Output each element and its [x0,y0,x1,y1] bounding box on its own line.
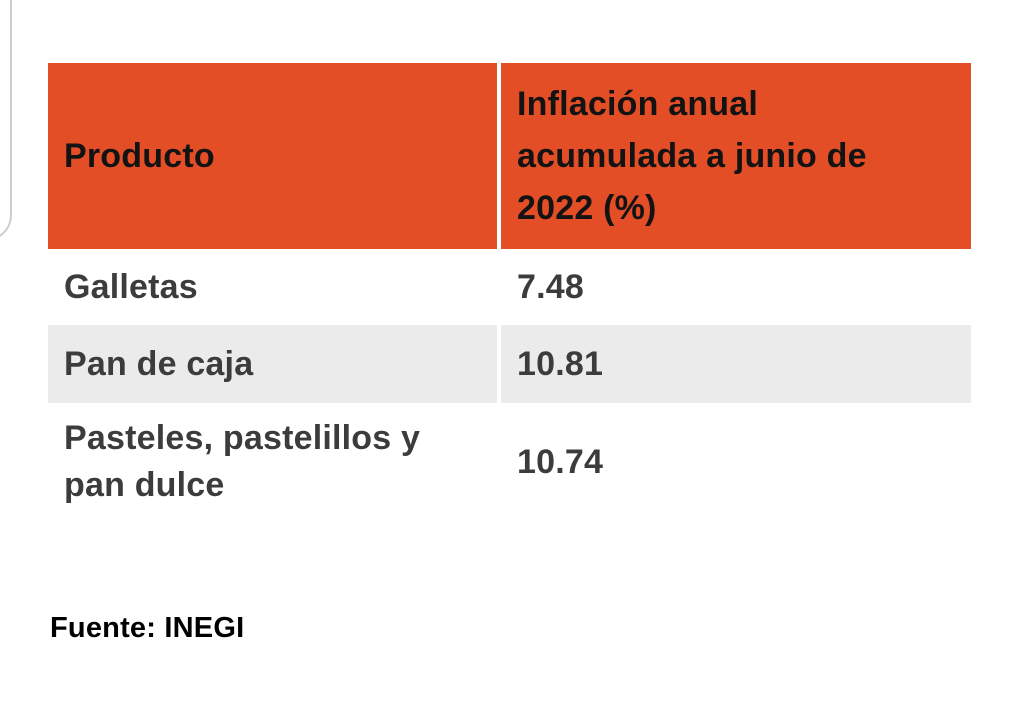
source-note: Fuente: INEGI [50,612,245,644]
card-edge [0,0,12,241]
value-label: 7.48 [517,267,584,306]
product-label: Pan de caja [64,344,254,383]
value-cell-pasteles: 10.74 [501,403,971,521]
value-label: 10.81 [517,344,604,383]
product-cell-pan-de-caja: Pan de caja [48,325,497,403]
product-label: Galletas [64,267,198,306]
inflation-table: Producto Inflación anual acumulada a jun… [48,63,971,521]
value-label: 10.74 [517,442,604,481]
product-cell-pasteles: Pasteles, pastelillos y pan dulce [48,403,497,521]
column-header-inflacion: Inflación anual acumulada a junio de 202… [501,63,971,249]
value-cell-pan-de-caja: 10.81 [501,325,971,403]
column-header-producto: Producto [48,63,497,249]
product-label: Pasteles, pastelillos y pan dulce [64,419,421,504]
product-cell-galletas: Galletas [48,249,497,325]
column-header-producto-label: Producto [64,137,215,175]
column-header-inflacion-label: Inflación anual acumulada a junio de 202… [517,85,867,227]
value-cell-galletas: 7.48 [501,249,971,325]
